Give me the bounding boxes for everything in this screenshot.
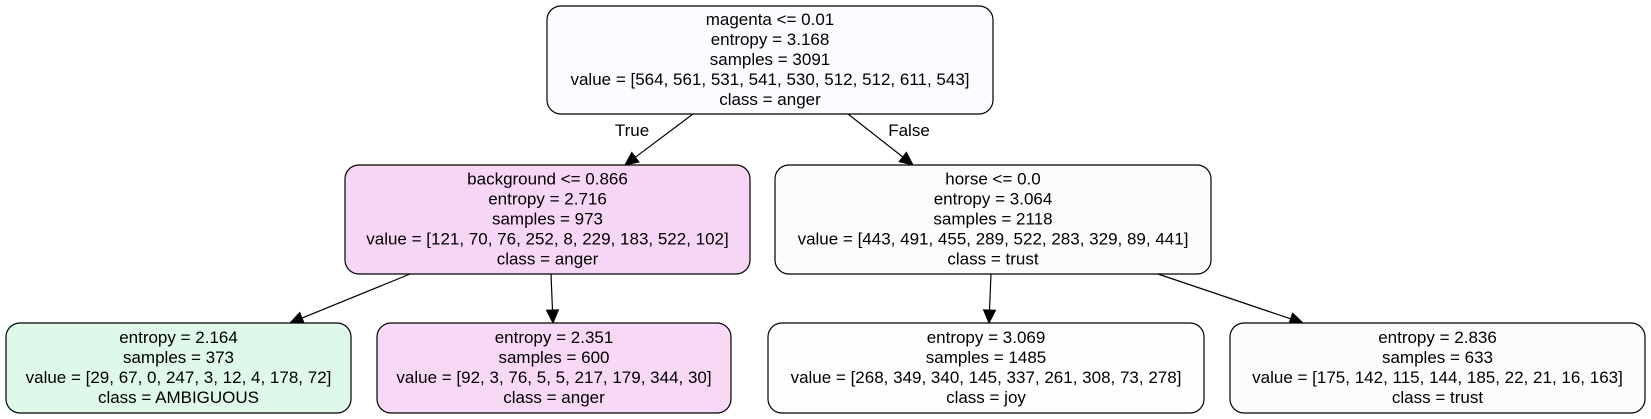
node-line: value = [564, 561, 531, 541, 530, 512, 5… [570,70,969,89]
edge-line [550,273,554,311]
node-line: samples = 1485 [926,348,1047,367]
node-box [774,164,1212,275]
node-box [1229,322,1646,414]
node-line: entropy = 3.168 [711,30,830,49]
node-line: value = [92, 3, 76, 5, 5, 217, 179, 344,… [396,368,711,387]
node-line: class = anger [719,90,821,109]
node-line: value = [121, 70, 76, 252, 8, 229, 183, … [366,230,729,249]
edge-right-to-leaf-4 [1157,273,1305,326]
node-line: samples = 633 [1382,348,1493,367]
node-box [376,322,732,414]
node-box [344,164,751,275]
node-line: class = anger [503,388,605,407]
node-line: magenta <= 0.01 [706,10,835,29]
node-line: class = trust [1392,388,1483,407]
node-line: background <= 0.866 [467,170,628,189]
node-box [546,5,994,115]
node-line: class = AMBIGUOUS [98,388,259,407]
node-line: value = [29, 67, 0, 247, 3, 12, 4, 178, … [26,368,332,387]
edge-root-to-right: False [847,113,930,166]
node-box [767,322,1205,414]
edge-right-to-leaf-3 [982,273,997,325]
node-line: entropy = 3.069 [927,328,1046,347]
node-line: value = [268, 349, 340, 145, 337, 261, 3… [791,368,1182,387]
edge-label-false: False [888,121,930,140]
node-line: horse <= 0.0 [945,170,1040,189]
edge-line [847,113,904,158]
edge-arrowhead [288,311,306,325]
edge-root-to-left: True [615,113,694,166]
node-line: value = [175, 142, 115, 144, 185, 22, 21… [1252,368,1623,387]
node-line: samples = 2118 [933,210,1052,229]
node-line: samples = 3091 [710,50,831,69]
node-line: entropy = 2.164 [119,328,238,347]
node-line: class = anger [497,250,599,269]
edge-arrowhead [898,151,914,166]
node-line: entropy = 2.836 [1378,328,1497,347]
node-line: samples = 600 [498,348,609,367]
node-line: entropy = 3.064 [934,190,1053,209]
edge-line [988,273,992,311]
edge-line [635,113,694,158]
edge-arrowhead [624,151,640,166]
edge-left-to-leaf-1 [288,273,411,325]
edge-label-true: True [615,121,649,140]
edge-arrowhead [982,309,997,325]
edge-line [301,273,411,319]
node-line: entropy = 2.351 [495,328,614,347]
edge-left-to-leaf-2 [545,273,560,325]
node-line: samples = 373 [123,348,234,367]
edge-arrowhead [545,309,560,325]
node-line: class = joy [946,388,1026,407]
node-line: class = trust [947,250,1038,269]
node-line: samples = 973 [492,210,603,229]
node-box [5,322,352,414]
node-line: entropy = 2.716 [488,190,607,209]
edge-line [1157,273,1291,320]
node-line: value = [443, 491, 455, 289, 522, 283, 3… [798,230,1189,249]
